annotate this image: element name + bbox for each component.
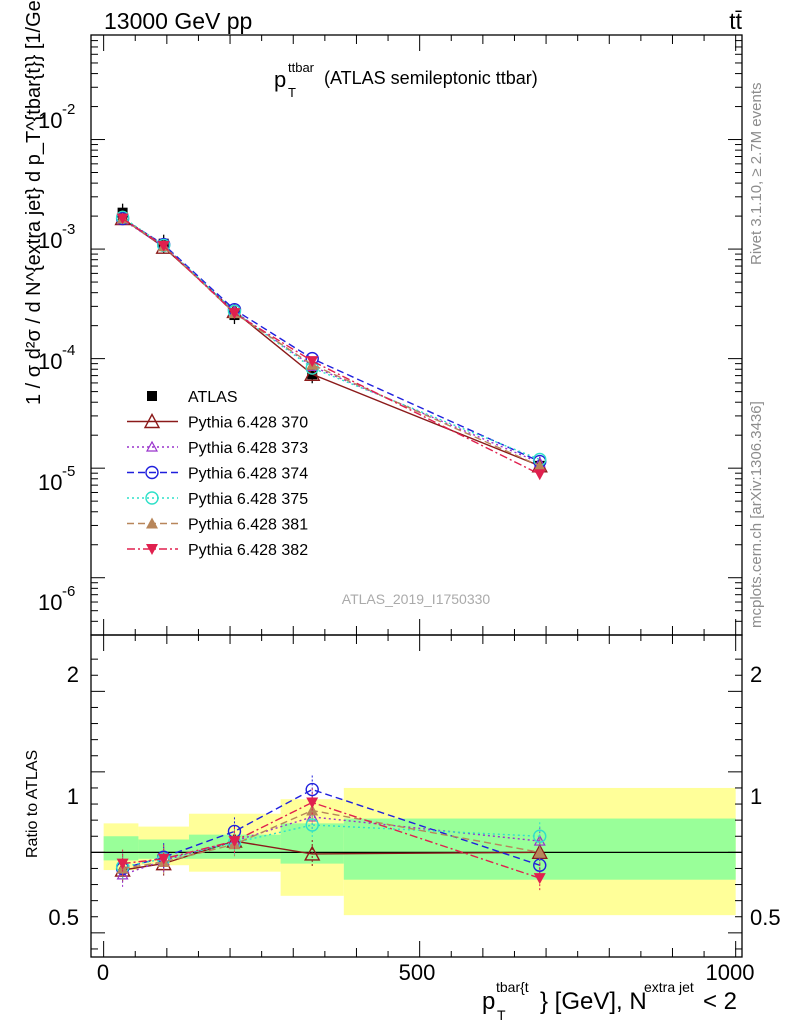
process-label: tt̄ — [729, 8, 742, 34]
x-axis-label-sub: T — [497, 1007, 506, 1023]
legend-marker-373 — [145, 440, 159, 452]
series-line-382 — [122, 217, 541, 475]
ratio-point-381 — [533, 846, 546, 858]
series-382 — [116, 213, 546, 481]
plot-title-sup: ttbar — [288, 60, 315, 75]
series-line-374 — [122, 217, 541, 463]
legend-marker-atlas — [147, 391, 157, 401]
top-y-tick-labels: 10 -2 10 -3 10 -4 10 -5 10 -6 — [38, 101, 75, 615]
series-point-382 — [533, 469, 546, 481]
ratio-point-370 — [304, 845, 321, 861]
legend-marker-375 — [145, 491, 159, 505]
ratio-y-tick-2: 2 — [67, 662, 79, 687]
analysis-tag: ATLAS_2019_I1750330 — [342, 591, 491, 607]
legend-label-ATLAS: ATLAS — [188, 389, 238, 406]
x-tick-1000: 1000 — [706, 960, 755, 985]
top-y-tick-1e-3-exp: -3 — [62, 221, 75, 238]
legend-marker-370 — [143, 413, 161, 429]
series-point-382 — [116, 213, 129, 225]
top-y-tick-1e-3: 10 — [38, 228, 62, 253]
ratio-point-382 — [533, 873, 546, 885]
series-point-381 — [533, 459, 546, 471]
ratio-point-374 — [305, 782, 319, 797]
legend-label-381: Pythia 6.428 381 — [188, 517, 308, 534]
top-y-tick-1e-5-exp: -5 — [62, 463, 75, 480]
top-y-tick-1e-6-exp: -6 — [62, 583, 75, 600]
x-tick-labels: 0 500 1000 — [97, 960, 755, 985]
ratio-point-373 — [533, 834, 546, 846]
series-point-382 — [228, 308, 241, 320]
plot-title-rest: (ATLAS semileptonic ttbar) — [324, 68, 538, 88]
legend-label-382: Pythia 6.428 382 — [188, 542, 308, 559]
ratio-y-tick-1: 1 — [67, 784, 79, 809]
legend-marker-374 — [145, 465, 159, 480]
ratio-plot-panel — [91, 658, 742, 950]
legend-marker-381 — [146, 517, 158, 529]
legend-label-370: Pythia 6.428 370 — [188, 415, 308, 432]
series-373 — [116, 213, 546, 468]
top-y-tick-1e-2-exp: -2 — [62, 101, 75, 118]
ratio-y-tick-1-right: 1 — [750, 784, 762, 809]
mcplots-note: mcplots.cern.ch [arXiv:1306.3436] — [748, 401, 765, 628]
ratio-y-tick-2-right: 2 — [750, 662, 762, 687]
ratio-plot-frame — [90, 634, 743, 958]
x-axis-label: p tbar{t T } [GeV], N extra jet < 2 — [482, 979, 737, 1023]
legend-label-374: Pythia 6.428 374 — [188, 466, 308, 483]
series-point-382 — [157, 240, 170, 252]
legend: ATLAS Pythia 6.428 370 Pythia 6.428 373 Pyt… — [127, 389, 308, 559]
ratio-y-tick-labels: 2 1 0.5 2 1 0.5 — [48, 662, 780, 930]
top-y-tick-1e-2: 10 — [38, 108, 62, 133]
top-y-axis-label: 1 / σ d²σ / d N^{extra jet} d p_T^{tbar{… — [23, 0, 45, 405]
x-axis-label-sup2: extra jet — [644, 979, 694, 995]
main-plot-panel — [91, 34, 742, 636]
series-381 — [116, 212, 546, 471]
x-axis-label-p: p — [482, 988, 495, 1015]
ratio-y-tick-0.5: 0.5 — [48, 905, 79, 930]
rivet-note: Rivet 3.1.10, ≥ 2.7M events — [748, 83, 765, 266]
legend-marker-382 — [146, 544, 158, 555]
ratio-y-axis-label: Ratio to ATLAS — [24, 750, 41, 858]
series-375 — [115, 210, 547, 467]
series-line-370 — [122, 217, 541, 467]
plot-title-p: p — [274, 67, 286, 92]
ratio-point-382 — [116, 858, 129, 870]
x-tick-0: 0 — [97, 960, 109, 985]
ratio-line-375 — [122, 824, 540, 868]
legend-label-373: Pythia 6.428 373 — [188, 440, 308, 457]
ratio-point-375 — [533, 829, 547, 843]
x-axis-label-tail: < 2 — [703, 988, 737, 1015]
ratio-point-382 — [228, 836, 241, 848]
legend-label-375: Pythia 6.428 375 — [188, 491, 308, 508]
top-y-axis-label-text: 1 / σ d²σ / d N^{extra jet} d p_T^{tbar{… — [23, 0, 45, 405]
plot-title-sub: T — [288, 85, 296, 100]
series-point-382 — [306, 356, 319, 368]
series-374 — [115, 211, 547, 469]
ratio-point-382 — [157, 853, 170, 865]
ratio-point-382 — [306, 797, 319, 809]
x-axis-label-sup: tbar{t — [496, 979, 529, 995]
series-line-373 — [122, 219, 541, 464]
series-line-375 — [122, 216, 541, 461]
ratio-y-tick-0.5-right: 0.5 — [750, 905, 781, 930]
series-line-381 — [122, 217, 541, 467]
top-y-tick-1e-4: 10 — [38, 349, 62, 374]
top-y-tick-1e-6: 10 — [38, 590, 62, 615]
x-axis-label-rest: } [GeV], N — [540, 988, 647, 1015]
ratio-series-382 — [116, 788, 546, 893]
ratio-point-375 — [305, 818, 319, 832]
plot-title: p ttbar T (ATLAS semileptonic ttbar) — [274, 60, 538, 100]
top-y-tick-1e-4-exp: -4 — [62, 342, 75, 359]
energy-label: 13000 GeV pp — [104, 8, 252, 34]
ratio-band-inner-0 — [103, 836, 139, 861]
x-tick-500: 500 — [399, 960, 436, 985]
top-y-tick-1e-5: 10 — [38, 470, 62, 495]
series-370 — [114, 210, 548, 473]
